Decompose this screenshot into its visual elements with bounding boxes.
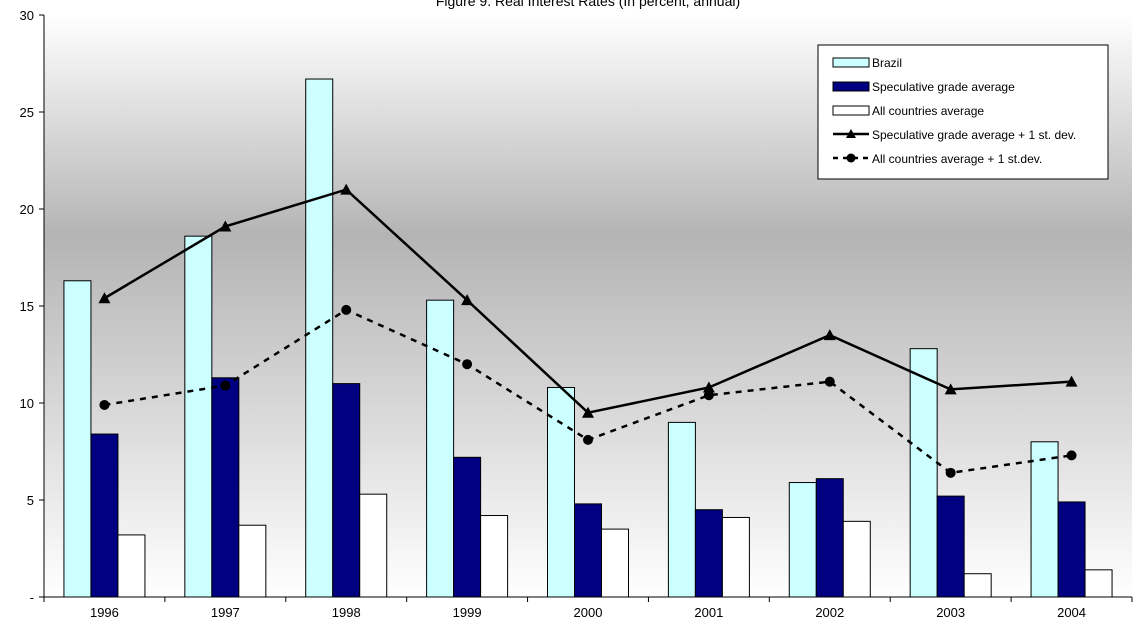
point-all-countries-average-1-st-dev-1996: [99, 399, 110, 410]
point-speculative-grade-average-1-st-dev-2003: [944, 383, 957, 395]
x-tick-label: 1996: [90, 605, 119, 620]
bar-speculative-grade-average-1997: [211, 377, 240, 598]
point-speculative-grade-average-1-st-dev-1999: [461, 294, 474, 306]
bar-all-countries-average-1996: [117, 534, 146, 598]
y-tick-label: 15: [20, 299, 34, 314]
y-tick-label: 20: [20, 202, 34, 217]
legend-label: Speculative grade average: [872, 80, 1015, 94]
legend-marker: [846, 129, 856, 138]
point-speculative-grade-average-1-st-dev-1996: [98, 292, 111, 304]
point-speculative-grade-average-1-st-dev-2000: [582, 406, 594, 418]
legend: Brazil Speculative grade average All count…: [817, 44, 1109, 180]
bar-brazil-1998: [305, 78, 334, 598]
bar-speculative-grade-average-2002: [815, 478, 844, 598]
bar-brazil-1999: [426, 299, 455, 598]
bar-speculative-grade-average-2003: [936, 495, 965, 598]
point-all-countries-average-1-st-dev-2003: [945, 467, 956, 478]
legend-item-brazil: Brazil: [832, 56, 902, 70]
point-all-countries-average-1-st-dev-1999: [462, 359, 473, 370]
y-tick-label: 30: [20, 8, 34, 23]
bar-brazil-2002: [788, 482, 817, 598]
bar-speculative-grade-average-1996: [90, 433, 119, 598]
bar-brazil-2003: [909, 348, 938, 598]
legend-label: All countries average: [872, 104, 984, 118]
bar-all-countries-average-1998: [359, 493, 388, 598]
legend-swatch: [832, 105, 870, 116]
y-tick-label: -: [30, 590, 34, 605]
point-speculative-grade-average-1-st-dev-2004: [1065, 375, 1078, 387]
legend-label: All countries average + 1 st.dev.: [872, 152, 1042, 166]
point-all-countries-average-1-st-dev-2004: [1066, 450, 1077, 461]
bar-all-countries-average-1997: [238, 524, 267, 598]
point-all-countries-average-1-st-dev-2001: [703, 390, 714, 401]
point-speculative-grade-average-1-st-dev-2002: [823, 329, 836, 341]
bar-brazil-2004: [1030, 441, 1059, 598]
x-tick-label: 2000: [574, 605, 603, 620]
point-all-countries-average-1-st-dev-2002: [824, 376, 835, 387]
legend-marker: [846, 153, 856, 163]
x-tick-label: 2004: [1057, 605, 1086, 620]
legend-swatch: [832, 57, 870, 68]
legend-item-speculative-grade-average: Speculative grade average: [832, 80, 1015, 94]
bar-brazil-2001: [667, 421, 696, 598]
bar-all-countries-average-2002: [842, 520, 871, 598]
bar-all-countries-average-2004: [1084, 569, 1113, 598]
point-speculative-grade-average-1-st-dev-2001: [702, 381, 715, 393]
bar-speculative-grade-average-1998: [332, 383, 361, 598]
bar-brazil-1997: [184, 235, 213, 598]
x-tick-label: 1998: [332, 605, 361, 620]
x-tick-label: 1997: [211, 605, 240, 620]
bar-all-countries-average-2001: [721, 516, 750, 598]
point-speculative-grade-average-1-st-dev-1997: [219, 220, 232, 232]
x-tick-label: 2001: [694, 605, 723, 620]
y-tick-label: 25: [20, 105, 34, 120]
bar-brazil-2000: [547, 386, 575, 598]
legend-item-all-countries-average: All countries average: [832, 104, 984, 118]
legend-swatch: [832, 81, 870, 92]
bar-all-countries-average-2000: [601, 528, 629, 598]
legend-label: Brazil: [872, 56, 902, 70]
point-all-countries-average-1-st-dev-2000: [583, 434, 593, 445]
y-tick-label: 5: [27, 493, 34, 508]
bar-speculative-grade-average-1999: [453, 456, 482, 598]
x-tick-label: 1999: [453, 605, 482, 620]
x-tick-label: 2003: [936, 605, 965, 620]
bar-speculative-grade-average-2004: [1057, 501, 1086, 598]
y-tick-label: 10: [20, 396, 34, 411]
point-speculative-grade-average-1-st-dev-1998: [340, 183, 353, 195]
legend-item-speculative-grade-average-1-st-dev: Speculative grade average + 1 st. dev.: [833, 128, 1076, 142]
bar-all-countries-average-1999: [480, 515, 509, 598]
point-all-countries-average-1-st-dev-1998: [341, 304, 352, 315]
legend-label: Speculative grade average + 1 st. dev.: [872, 128, 1076, 142]
point-all-countries-average-1-st-dev-1997: [220, 380, 231, 391]
bar-speculative-grade-average-2000: [574, 503, 602, 598]
bar-brazil-1996: [63, 280, 92, 598]
chart-title: Figure 9. Real Interest Rates (In percen…: [436, 0, 740, 9]
bar-speculative-grade-average-2001: [694, 509, 723, 598]
legend-item-all-countries-average-1-st-dev: All countries average + 1 st.dev.: [833, 152, 1042, 166]
bar-all-countries-average-2003: [963, 573, 992, 598]
x-tick-label: 2002: [815, 605, 844, 620]
